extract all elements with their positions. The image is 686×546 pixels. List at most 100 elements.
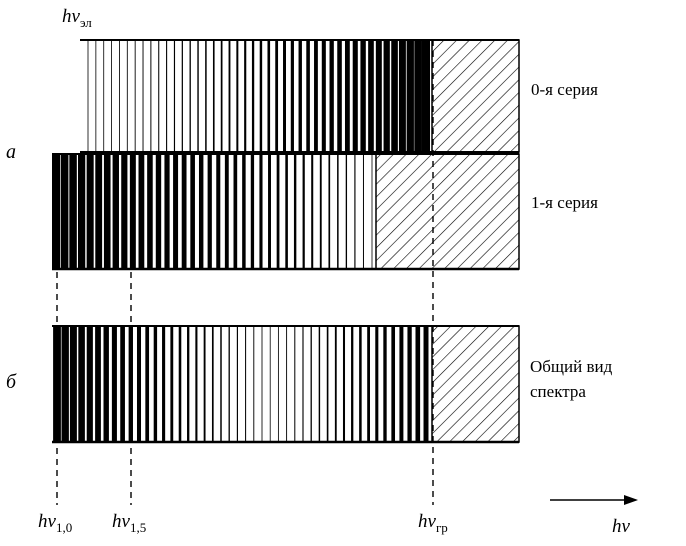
series-1-lines (52, 154, 373, 269)
series-0-line (205, 40, 207, 152)
series-1-line (147, 154, 153, 269)
series-1-line (216, 154, 221, 269)
series-1-continuum (375, 153, 520, 270)
general-line (228, 326, 230, 442)
label-hv15: hν1,5 (112, 511, 146, 535)
general-line (294, 326, 296, 442)
series-0-line (398, 40, 406, 152)
series-1-line (155, 154, 162, 269)
series-1-line (95, 154, 103, 269)
series-1-line (302, 154, 305, 269)
general-line (310, 326, 312, 442)
panel-a-label: а (6, 141, 16, 163)
series-0-line (87, 40, 89, 152)
general-line (383, 326, 387, 442)
series-1-line (129, 154, 136, 269)
general-line (170, 326, 174, 442)
series-1-line (60, 154, 69, 269)
label-hv-gr: hνгр (418, 511, 448, 535)
series-0-line (189, 40, 191, 152)
series-1-line (181, 154, 187, 269)
series-0-line (119, 40, 120, 152)
series-1-line (311, 154, 314, 269)
general-line (136, 326, 142, 442)
general-line (261, 326, 263, 442)
series-0-line (298, 40, 302, 152)
series-0-line (375, 40, 382, 152)
series-0-line (306, 40, 310, 152)
series-1-label: 1-я серия (531, 193, 598, 212)
label-hv-el: hνэл (62, 6, 92, 30)
general-line (86, 326, 93, 442)
general-line (162, 326, 166, 442)
general-line (399, 326, 404, 442)
general-line (367, 326, 370, 442)
series-0-line (173, 40, 176, 152)
series-1-line (190, 154, 195, 269)
energy-axis-arrowhead (624, 495, 638, 505)
series-0-line (259, 40, 263, 152)
series-0-line (329, 40, 334, 152)
series-1-line (250, 154, 255, 269)
general-line (375, 326, 379, 442)
series-1-line (233, 154, 238, 269)
series-1-line (103, 154, 111, 269)
series-1-line (164, 154, 170, 269)
series-0-line (290, 40, 294, 152)
series-0-line (251, 40, 255, 152)
series-1-line (259, 154, 263, 269)
series-1-line (112, 154, 119, 269)
general-line (211, 326, 214, 442)
series-0-line (314, 40, 318, 152)
general-line (391, 326, 396, 442)
general-line (153, 326, 158, 442)
series-0-line (181, 40, 183, 152)
series-0-line (158, 40, 160, 152)
general-line (351, 326, 354, 442)
series-1-line (242, 154, 246, 269)
series-1-line (86, 154, 94, 269)
series-1-line (293, 154, 297, 269)
label-hv10: hν1,0 (38, 511, 72, 535)
series-0-line (414, 40, 422, 152)
series-0-line (228, 40, 231, 152)
general-line (286, 326, 288, 442)
series-1-line (224, 154, 229, 269)
general-line (236, 326, 238, 442)
series-0-line (391, 40, 398, 152)
series-0-line (95, 40, 97, 152)
general-line (187, 326, 190, 442)
series-0-line (352, 40, 358, 152)
series-0-line (321, 40, 326, 152)
series-0-line (368, 40, 374, 152)
series-0-line (244, 40, 247, 152)
series-1-line (69, 154, 77, 269)
series-0-line (150, 40, 152, 152)
general-line (326, 326, 329, 442)
series-1-line (362, 154, 364, 269)
general-line (359, 326, 362, 442)
general-line (253, 326, 255, 442)
series-0-line (134, 40, 136, 152)
general-line (178, 326, 182, 442)
series-0-line (111, 40, 112, 152)
series-1-line (319, 154, 322, 269)
series-0-line (166, 40, 168, 152)
general-continuum (431, 325, 520, 443)
series-1-line (78, 154, 86, 269)
general-line (195, 326, 198, 442)
general-line (342, 326, 346, 442)
series-1-line (207, 154, 212, 269)
series-0-line (344, 40, 350, 152)
general-line (423, 326, 429, 442)
general-line (120, 326, 125, 442)
general-line (245, 326, 247, 442)
series-0-line (283, 40, 286, 152)
series-1-line (121, 154, 128, 269)
general-line (269, 326, 271, 442)
series-0-label: 0-я серия (531, 80, 598, 99)
series-1-line (138, 154, 145, 269)
series-1-line (337, 154, 339, 269)
series-0-line (275, 40, 279, 152)
